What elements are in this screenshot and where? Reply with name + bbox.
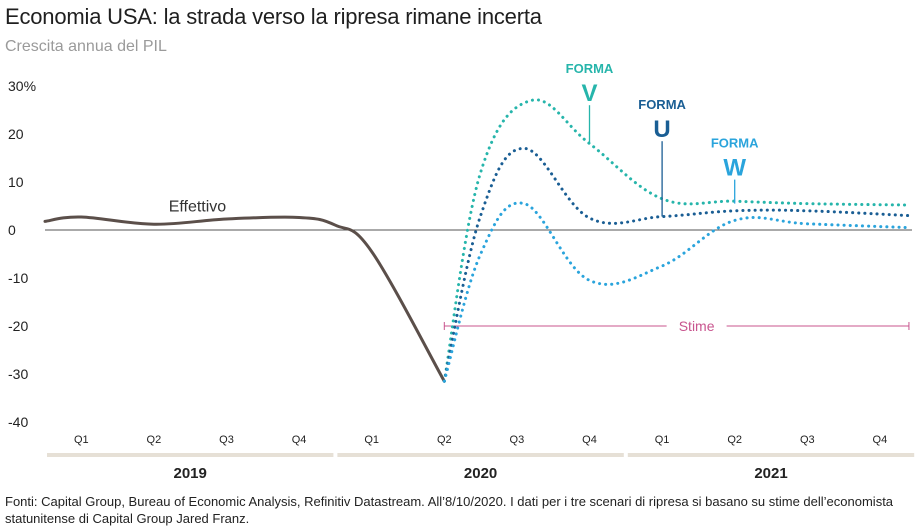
quarter-label: Q3 bbox=[800, 434, 815, 446]
chart-subtitle: Crescita annua del PIL bbox=[5, 38, 167, 55]
callout-letter-u: U bbox=[653, 116, 670, 143]
series-label-effettivo: Effettivo bbox=[169, 198, 227, 215]
y-tick-label: 30% bbox=[8, 78, 36, 94]
quarter-label: Q2 bbox=[147, 434, 162, 446]
quarter-label: Q1 bbox=[364, 434, 379, 446]
series-line-u bbox=[442, 146, 911, 383]
callout-letter-v: V bbox=[581, 80, 597, 107]
callout-letter-w: W bbox=[723, 155, 746, 182]
quarter-label: Q2 bbox=[727, 434, 742, 446]
year-label: 2020 bbox=[464, 465, 497, 482]
year-label: 2021 bbox=[754, 465, 787, 482]
y-tick-label: -10 bbox=[8, 270, 28, 286]
callout-prefix-w: FORMA bbox=[711, 136, 759, 151]
quarter-label: Q4 bbox=[873, 434, 888, 446]
chart-title: Economia USA: la strada verso la ripresa… bbox=[5, 4, 542, 29]
quarter-label: Q1 bbox=[74, 434, 89, 446]
y-tick-label: 0 bbox=[8, 222, 16, 238]
quarter-label: Q3 bbox=[510, 434, 525, 446]
y-tick-label: -30 bbox=[8, 366, 28, 382]
callout-prefix-u: FORMA bbox=[638, 97, 686, 112]
quarter-label: Q1 bbox=[655, 434, 670, 446]
quarter-label: Q3 bbox=[219, 434, 234, 446]
series-line-v bbox=[442, 98, 911, 383]
y-tick-label: -20 bbox=[8, 318, 28, 334]
quarter-label: Q4 bbox=[582, 434, 597, 446]
gdp-line-chart: 30% 20 10 0 -10 -20 -30 -40 Q1 Q2 Q3 Q4 Q1 Q2 Q3 Q4 Q1 Q2… bbox=[8, 61, 915, 482]
source-note: Fonti: Capital Group, Bureau of Economic… bbox=[5, 494, 894, 526]
series-line-w bbox=[442, 201, 911, 383]
estimate-range-label: Stime bbox=[679, 318, 715, 334]
quarter-label: Q2 bbox=[437, 434, 452, 446]
year-label: 2019 bbox=[174, 465, 207, 482]
y-tick-label: -40 bbox=[8, 414, 28, 430]
callout-prefix-v: FORMA bbox=[566, 61, 614, 76]
series-line-effettivo bbox=[43, 215, 446, 383]
quarter-label: Q4 bbox=[292, 434, 307, 446]
y-tick-label: 20 bbox=[8, 126, 24, 142]
y-tick-label: 10 bbox=[8, 174, 24, 190]
